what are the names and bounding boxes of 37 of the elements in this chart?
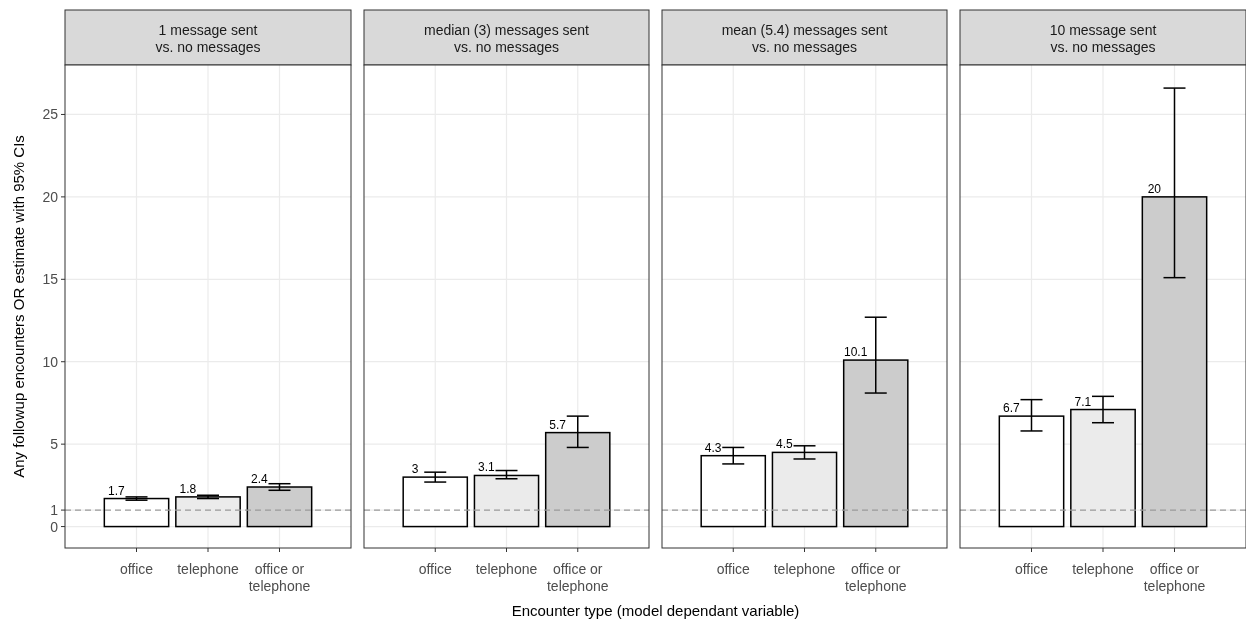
x-tick-label: office or telephone bbox=[1143, 561, 1206, 594]
chart-title: 10 message sent vs. no messages bbox=[1049, 22, 1157, 55]
x-tick-label: telephone bbox=[177, 561, 239, 577]
data-label: 4.3 bbox=[704, 440, 722, 455]
y-axis-title: Any followup encounters OR estimate with 95% CIs bbox=[10, 135, 27, 478]
y-tick-label: 1 bbox=[50, 502, 59, 519]
data-label: 4.5 bbox=[776, 437, 794, 452]
data-label: 20 bbox=[1147, 181, 1162, 196]
x-tick-label: office bbox=[1014, 561, 1049, 577]
data-label: 6.7 bbox=[1002, 401, 1020, 416]
y-tick-label: 10 bbox=[42, 353, 59, 370]
chart-title: mean (5.4) messages sent vs. no messages bbox=[721, 22, 888, 55]
x-tick-label: office or telephone bbox=[844, 561, 907, 594]
data-label: 1.8 bbox=[179, 481, 197, 496]
chart-title: 1 message sent vs. no messages bbox=[155, 22, 261, 55]
y-tick-label: 20 bbox=[42, 188, 59, 205]
data-label: 1.7 bbox=[107, 483, 125, 498]
x-tick-label: telephone bbox=[773, 561, 836, 577]
y-tick-label: 25 bbox=[42, 106, 59, 123]
data-label: 2.4 bbox=[250, 472, 268, 487]
data-label: 3.1 bbox=[478, 460, 496, 475]
y-tick-label: 15 bbox=[42, 271, 59, 288]
data-label: 7.1 bbox=[1074, 394, 1092, 409]
x-tick-label: office bbox=[716, 561, 751, 577]
data-label: 10.1 bbox=[844, 345, 868, 360]
x-axis-title: Encounter type (model dependant variable) bbox=[511, 602, 800, 619]
data-label: 3 bbox=[411, 462, 419, 477]
x-tick-label: office bbox=[119, 561, 154, 577]
x-tick-label: office or telephone bbox=[248, 561, 311, 594]
x-tick-label: telephone bbox=[475, 561, 538, 577]
y-tick-label: 5 bbox=[50, 436, 59, 453]
data-label: 5.7 bbox=[549, 417, 567, 432]
x-tick-label: telephone bbox=[1072, 561, 1134, 577]
x-tick-label: office bbox=[418, 561, 453, 577]
chart-title: median (3) messages sent vs. no messages bbox=[424, 22, 590, 55]
x-tick-label: office or telephone bbox=[546, 561, 609, 594]
y-tick-label: 0 bbox=[50, 518, 59, 535]
